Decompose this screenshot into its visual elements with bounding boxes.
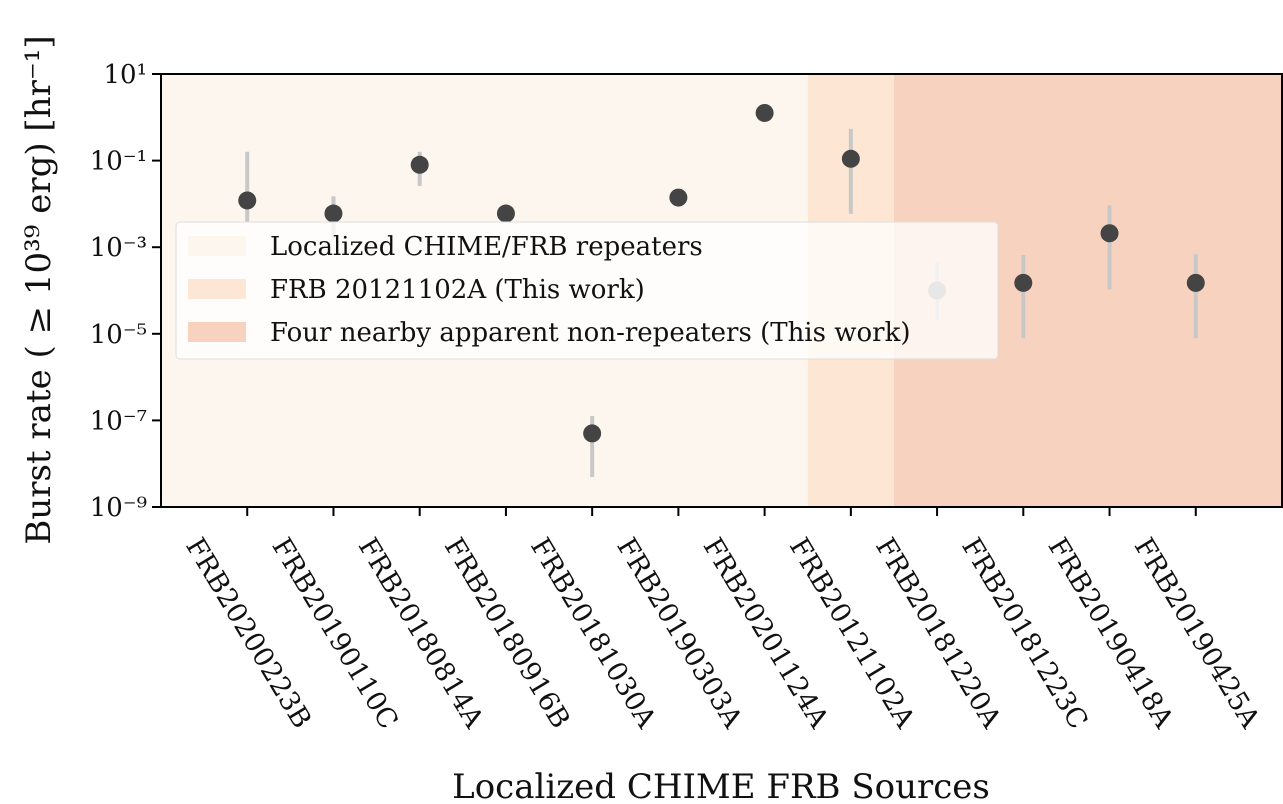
plot-frame — [160, 73, 1283, 508]
data-point — [841, 149, 860, 168]
y-tick-label: 10⁻⁹ — [90, 493, 147, 523]
legend-label: Localized CHIME/FRB repeaters — [270, 232, 703, 262]
y-tick-label: 10¹ — [103, 60, 147, 90]
x-axis-label: Localized CHIME FRB Sources — [452, 767, 990, 804]
data-point — [669, 188, 688, 207]
data-point — [1100, 224, 1119, 243]
y-tick-label: 10⁻³ — [90, 233, 147, 263]
legend-label: FRB 20121102A (This work) — [270, 275, 645, 305]
data-point — [496, 204, 515, 223]
y-axis-label: Burst rate ( ≥ 10³⁹ erg) [hr⁻¹] — [19, 35, 59, 544]
y-tick-label: 10⁻¹ — [90, 147, 147, 177]
legend-swatch — [188, 279, 246, 299]
data-point — [1014, 273, 1033, 292]
data-point — [238, 191, 257, 210]
data-point — [410, 155, 429, 174]
legend-box — [175, 221, 999, 360]
data-point — [324, 204, 343, 223]
y-tick-label: 10⁻⁷ — [90, 406, 147, 436]
data-point — [1186, 273, 1205, 292]
legend-label: Four nearby apparent non-repeaters (This… — [270, 318, 910, 348]
y-tick-label: 10⁻⁵ — [90, 320, 147, 350]
legend-swatch — [188, 236, 246, 256]
legend-swatch — [188, 322, 246, 342]
data-point — [583, 424, 602, 443]
legend: Localized CHIME/FRB repeaters FRB 2012110… — [175, 221, 999, 360]
data-point — [755, 103, 774, 122]
